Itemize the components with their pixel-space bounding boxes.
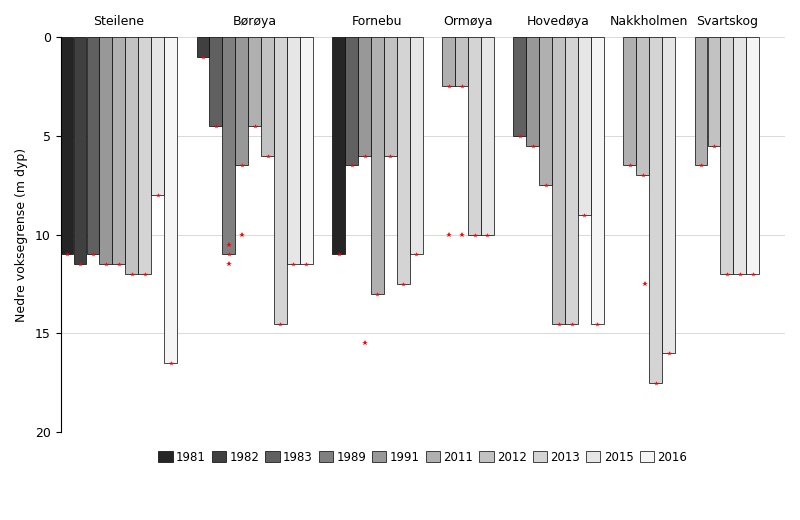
Bar: [86, 37, 99, 254]
Bar: [371, 37, 384, 294]
Bar: [636, 37, 649, 175]
Bar: [74, 37, 86, 264]
Bar: [552, 37, 565, 323]
Bar: [707, 37, 720, 146]
Bar: [694, 37, 707, 165]
Bar: [539, 37, 552, 185]
Bar: [746, 37, 759, 274]
Bar: [514, 37, 526, 136]
Bar: [410, 37, 422, 254]
Bar: [442, 37, 455, 86]
Bar: [650, 37, 662, 383]
Bar: [99, 37, 112, 264]
Bar: [734, 37, 746, 274]
Bar: [591, 37, 604, 323]
Bar: [61, 37, 74, 254]
Bar: [332, 37, 345, 254]
Y-axis label: Nedre voksegrense (m dyp): Nedre voksegrense (m dyp): [15, 148, 28, 322]
Bar: [346, 37, 358, 165]
Legend: 1981, 1982, 1983, 1989, 1991, 2011, 2012, 2013, 2015, 2016: 1981, 1982, 1983, 1989, 1991, 2011, 2012…: [154, 446, 692, 469]
Bar: [138, 37, 151, 274]
Bar: [721, 37, 733, 274]
Bar: [623, 37, 636, 165]
Bar: [248, 37, 261, 126]
Bar: [113, 37, 125, 264]
Bar: [566, 37, 578, 323]
Bar: [384, 37, 397, 155]
Bar: [300, 37, 313, 264]
Bar: [526, 37, 539, 146]
Bar: [164, 37, 177, 363]
Bar: [287, 37, 300, 264]
Bar: [578, 37, 591, 215]
Bar: [261, 37, 274, 155]
Bar: [210, 37, 222, 126]
Bar: [468, 37, 481, 235]
Bar: [126, 37, 138, 274]
Bar: [455, 37, 468, 86]
Bar: [222, 37, 235, 254]
Bar: [274, 37, 287, 323]
Bar: [397, 37, 410, 284]
Bar: [197, 37, 209, 57]
Bar: [662, 37, 675, 353]
Bar: [481, 37, 494, 235]
Bar: [235, 37, 248, 165]
Bar: [151, 37, 164, 195]
Bar: [358, 37, 371, 155]
